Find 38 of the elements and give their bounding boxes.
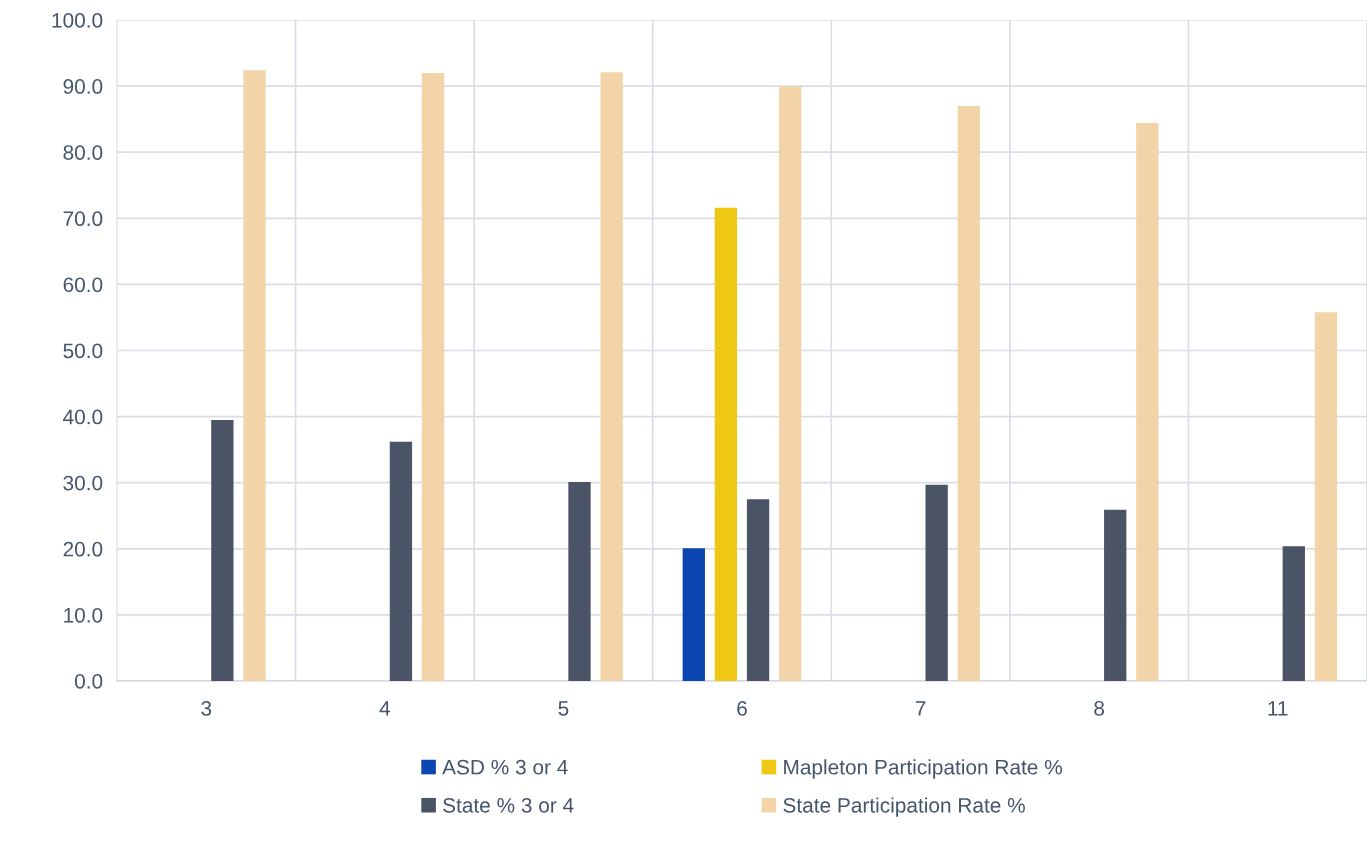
- legend-label: State Participation Rate %: [783, 797, 1025, 817]
- bar: [1314, 312, 1338, 681]
- y-tick-label: 60.0: [63, 277, 103, 293]
- bar: [600, 72, 623, 681]
- y-tick-label: 20.0: [63, 541, 103, 557]
- x-tick-label: 4: [379, 701, 391, 716]
- bar: [714, 207, 738, 681]
- y-tick-label: 50.0: [63, 343, 103, 359]
- bar: [421, 72, 445, 681]
- bar: [211, 419, 234, 681]
- y-tick-label: 70.0: [63, 211, 103, 227]
- bar: [243, 70, 266, 681]
- bar: [746, 499, 770, 681]
- x-tick-label: 5: [558, 701, 569, 716]
- y-tick-label: 40.0: [63, 409, 103, 425]
- bar: [779, 86, 802, 681]
- x-tick-label: 7: [915, 701, 926, 716]
- bar: [1104, 509, 1127, 681]
- legend-label: Mapleton Participation Rate %: [784, 759, 1062, 779]
- y-tick-label: 90.0: [63, 79, 103, 94]
- y-tick-label: 80.0: [63, 145, 103, 160]
- legend-label: State % 3 or 4: [443, 797, 574, 813]
- bar: [925, 484, 948, 681]
- y-tick-label: 30.0: [63, 475, 103, 491]
- bar: [957, 105, 980, 681]
- bar: [568, 482, 591, 681]
- bar: [389, 441, 413, 681]
- y-tick-label: 10.0: [64, 607, 103, 623]
- x-tick-label: 6: [737, 700, 747, 716]
- y-tick-label: 0.0: [74, 674, 103, 689]
- bar: [1282, 546, 1305, 681]
- x-tick-label: 3: [201, 700, 212, 716]
- x-tick-label: 8: [1094, 700, 1105, 716]
- y-tick-label: 100.0: [52, 13, 103, 28]
- legend-label: ASD % 3 or 4: [442, 759, 568, 775]
- bar: [682, 548, 705, 681]
- x-tick-label: 11: [1268, 701, 1288, 716]
- bar: [1136, 123, 1159, 681]
